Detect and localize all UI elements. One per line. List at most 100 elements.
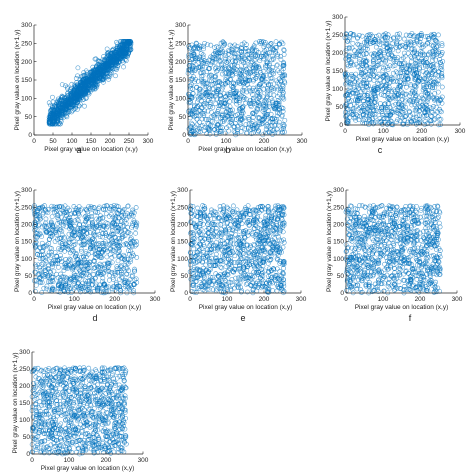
data-point bbox=[263, 103, 269, 109]
data-point bbox=[190, 65, 195, 71]
data-point bbox=[234, 241, 239, 247]
data-point bbox=[244, 70, 250, 76]
data-point bbox=[43, 216, 49, 222]
data-point bbox=[204, 58, 210, 64]
data-point bbox=[276, 122, 281, 128]
data-point bbox=[72, 95, 77, 101]
data-point bbox=[274, 126, 280, 132]
data-point bbox=[223, 94, 228, 100]
y-tick-label: 100 bbox=[175, 96, 186, 103]
y-tick-label: 100 bbox=[21, 256, 32, 263]
data-point bbox=[206, 127, 212, 133]
data-point bbox=[401, 36, 407, 42]
data-point bbox=[75, 73, 80, 79]
data-point bbox=[202, 125, 208, 130]
data-point bbox=[214, 116, 220, 122]
data-point bbox=[226, 65, 232, 71]
data-point bbox=[233, 113, 239, 118]
data-point bbox=[247, 70, 253, 76]
data-point bbox=[256, 128, 262, 134]
data-point bbox=[191, 51, 197, 57]
data-point bbox=[251, 100, 257, 106]
y-tick-label: 250 bbox=[21, 41, 32, 48]
data-point bbox=[278, 86, 284, 92]
x-tick-label: 300 bbox=[297, 138, 308, 145]
data-point bbox=[226, 123, 232, 129]
data-point bbox=[400, 93, 405, 99]
data-point bbox=[237, 73, 243, 79]
data-point bbox=[239, 110, 245, 116]
data-point bbox=[219, 71, 225, 77]
data-point bbox=[263, 79, 269, 85]
data-point bbox=[264, 112, 270, 118]
data-point bbox=[260, 74, 266, 80]
data-point bbox=[255, 90, 261, 96]
data-point bbox=[105, 51, 111, 57]
data-point bbox=[194, 122, 200, 128]
data-point bbox=[276, 99, 282, 105]
data-point bbox=[201, 111, 207, 116]
data-point bbox=[281, 66, 286, 72]
data-point bbox=[208, 42, 214, 48]
x-tick-label: 150 bbox=[86, 138, 97, 145]
data-point bbox=[439, 84, 445, 90]
data-point bbox=[188, 68, 194, 74]
data-point bbox=[237, 71, 243, 77]
data-point bbox=[205, 42, 210, 48]
data-point bbox=[280, 41, 286, 47]
y-axis-label: Pixel gray value on location (x+1,y) bbox=[325, 21, 332, 122]
data-point bbox=[225, 106, 230, 112]
panel-letter: b bbox=[225, 145, 230, 155]
y-tick-label: 0 bbox=[28, 132, 32, 139]
data-point bbox=[228, 113, 234, 119]
data-point bbox=[91, 69, 97, 75]
data-point bbox=[245, 289, 250, 295]
data-point bbox=[282, 80, 288, 86]
data-point bbox=[279, 113, 285, 119]
data-point bbox=[218, 47, 223, 53]
data-point bbox=[198, 44, 204, 50]
data-point bbox=[256, 84, 262, 90]
data-point bbox=[270, 116, 276, 122]
data-point bbox=[213, 90, 219, 96]
data-point bbox=[103, 211, 109, 217]
data-point bbox=[92, 56, 98, 62]
data-point bbox=[235, 128, 240, 134]
data-point bbox=[245, 58, 250, 64]
y-tick-label: 300 bbox=[175, 22, 186, 29]
data-point bbox=[235, 123, 241, 129]
data-point bbox=[240, 79, 246, 85]
data-point bbox=[111, 49, 117, 55]
data-point bbox=[60, 94, 66, 100]
data-point bbox=[275, 68, 281, 74]
data-point bbox=[199, 79, 205, 84]
data-point bbox=[106, 242, 112, 248]
data-point bbox=[215, 109, 221, 114]
data-point bbox=[254, 48, 260, 54]
data-point bbox=[200, 54, 206, 60]
data-point bbox=[190, 56, 196, 62]
data-point bbox=[381, 92, 386, 98]
data-points bbox=[46, 39, 134, 127]
data-point bbox=[262, 64, 268, 70]
data-point bbox=[207, 73, 212, 78]
data-point bbox=[75, 84, 81, 90]
data-point bbox=[221, 40, 226, 46]
y-tick-label: 150 bbox=[175, 77, 186, 84]
data-point bbox=[251, 78, 256, 84]
scatter-panel-a: 0 50 100 150 200 250 300050100150200250300Pixe… bbox=[14, 22, 154, 155]
data-point bbox=[377, 77, 383, 83]
data-point bbox=[193, 113, 199, 119]
data-point bbox=[188, 110, 194, 116]
data-point bbox=[261, 99, 267, 105]
data-point bbox=[253, 57, 258, 63]
data-point bbox=[44, 283, 50, 289]
data-point bbox=[273, 101, 278, 106]
data-point bbox=[52, 107, 58, 113]
data-point bbox=[231, 98, 237, 104]
data-point bbox=[258, 89, 264, 95]
data-point bbox=[395, 48, 401, 54]
data-point bbox=[242, 77, 248, 83]
data-point bbox=[228, 77, 233, 83]
